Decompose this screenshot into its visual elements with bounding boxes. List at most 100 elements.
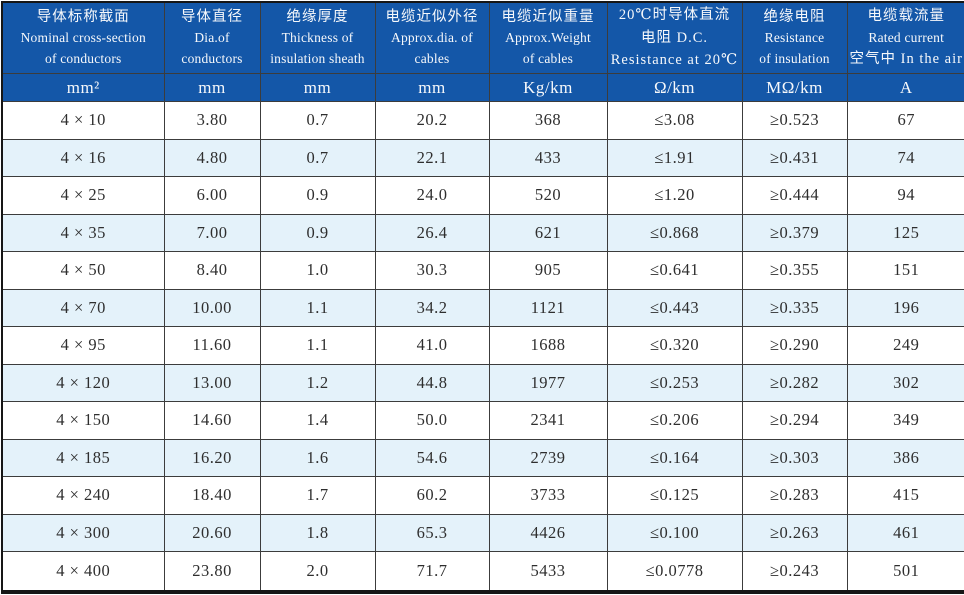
unit-row: mm² mm mm mm Kg/km Ω/km MΩ/km A	[1, 73, 964, 102]
cell-r11-c5: 3733	[488, 476, 608, 515]
cell-r4-c6: ≤0.868	[606, 213, 743, 253]
cell-r12-c6: ≤0.100	[606, 513, 743, 553]
cell-r10-c5: 2739	[488, 438, 608, 478]
cell-r8-c7: ≥0.282	[741, 363, 848, 403]
cell-r9-c2: 14.60	[163, 401, 261, 440]
cell-r1-c1: 4 × 10	[1, 101, 165, 140]
column-header-line: 空气中 In the air	[849, 51, 963, 68]
cell-r4-c3: 0.9	[259, 213, 376, 253]
cell-r7-c3: 1.1	[259, 326, 376, 365]
cell-r12-c3: 1.8	[259, 513, 376, 553]
cell-r10-c6: ≤0.164	[606, 438, 743, 478]
column-header-line: Resistance at 20℃	[610, 52, 739, 69]
table-body: 4 × 10 3.80 0.7 20.2 368 ≤3.08 ≥0.523 67 4 × 16 4…	[1, 101, 964, 593]
table-row: 4 × 240 18.40 1.7 60.2 3733 ≤0.125 ≥0.283 415	[1, 476, 964, 515]
cell-r7-c5: 1688	[488, 326, 608, 365]
cell-r10-c3: 1.6	[259, 438, 376, 478]
cell-r2-c2: 4.80	[163, 138, 261, 178]
column-header-line: Resistance	[764, 30, 825, 46]
cell-r13-c7: ≥0.243	[741, 551, 848, 593]
cell-r10-c8: 386	[846, 438, 964, 478]
cell-r8-c5: 1977	[488, 363, 608, 403]
column-header-line: 电缆近似外径	[385, 8, 479, 25]
column-header-line: of insulation	[759, 51, 830, 67]
table-row: 4 × 400 23.80 2.0 71.7 5433 ≤0.0778 ≥0.243 501	[1, 551, 964, 593]
cell-r11-c4: 60.2	[374, 476, 490, 515]
cell-r7-c7: ≥0.290	[741, 326, 848, 365]
cell-r6-c5: 1121	[488, 288, 608, 328]
cell-r12-c8: 461	[846, 513, 964, 553]
cell-r6-c6: ≤0.443	[606, 288, 743, 328]
cell-r5-c3: 1.0	[259, 251, 376, 290]
cell-r13-c1: 4 × 400	[1, 551, 165, 593]
cell-r2-c8: 74	[846, 138, 964, 178]
column-header-line: Thickness of	[281, 30, 354, 46]
cell-r1-c2: 3.80	[163, 101, 261, 140]
column-header-line: 导体直径	[181, 8, 243, 25]
column-header-line: Rated current	[868, 29, 945, 45]
table-row: 4 × 25 6.00 0.9 24.0 520 ≤1.20 ≥0.444 94	[1, 176, 964, 215]
cell-r7-c8: 249	[846, 326, 964, 365]
cell-r5-c1: 4 × 50	[1, 251, 165, 290]
column-header-2: 导体直径 Dia.of conductors	[163, 1, 261, 74]
cell-r6-c7: ≥0.335	[741, 288, 848, 328]
cell-r13-c4: 71.7	[374, 551, 490, 593]
cell-r9-c4: 50.0	[374, 401, 490, 440]
cell-r7-c1: 4 × 95	[1, 326, 165, 365]
cell-r11-c3: 1.7	[259, 476, 376, 515]
cell-r8-c2: 13.00	[163, 363, 261, 403]
table-row: 4 × 150 14.60 1.4 50.0 2341 ≤0.206 ≥0.294 349	[1, 401, 964, 440]
cell-r4-c2: 7.00	[163, 213, 261, 253]
column-unit-1: mm²	[1, 73, 165, 102]
column-header-4: 电缆近似外径 Approx.dia. of cables	[374, 1, 490, 74]
cell-r3-c2: 6.00	[163, 176, 261, 215]
column-header-line: 20℃时导体直流	[618, 7, 731, 24]
column-unit-2: mm	[163, 73, 261, 102]
cell-r13-c3: 2.0	[259, 551, 376, 593]
cell-r6-c1: 4 × 70	[1, 288, 165, 328]
cell-r3-c5: 520	[488, 176, 608, 215]
cell-r8-c8: 302	[846, 363, 964, 403]
cell-r5-c8: 151	[846, 251, 964, 290]
table-row: 4 × 95 11.60 1.1 41.0 1688 ≤0.320 ≥0.290 249	[1, 326, 964, 365]
cell-r11-c6: ≤0.125	[606, 476, 743, 515]
cell-r10-c7: ≥0.303	[741, 438, 848, 478]
cell-r1-c7: ≥0.523	[741, 101, 848, 140]
cell-r5-c2: 8.40	[163, 251, 261, 290]
cell-r10-c2: 16.20	[163, 438, 261, 478]
cell-r1-c6: ≤3.08	[606, 101, 743, 140]
cell-r2-c3: 0.7	[259, 138, 376, 178]
column-header-line: conductors	[181, 51, 243, 67]
column-header-line: 绝缘电阻	[763, 8, 826, 25]
cell-r3-c7: ≥0.444	[741, 176, 848, 215]
column-unit-3: mm	[259, 73, 376, 102]
cell-r13-c5: 5433	[488, 551, 608, 593]
cell-r10-c4: 54.6	[374, 438, 490, 478]
table-row: 4 × 120 13.00 1.2 44.8 1977 ≤0.253 ≥0.282 302	[1, 363, 964, 403]
column-header-3: 绝缘厚度 Thickness of insulation sheath	[259, 1, 376, 74]
cell-r6-c2: 10.00	[163, 288, 261, 328]
cell-r2-c4: 22.1	[374, 138, 490, 178]
column-header-line: 电阻 D.C.	[640, 29, 709, 46]
cell-r13-c6: ≤0.0778	[606, 551, 743, 593]
column-header-line: 电缆载流量	[867, 8, 945, 25]
cell-r1-c4: 20.2	[374, 101, 490, 140]
cell-r13-c2: 23.80	[163, 551, 261, 593]
cell-r2-c6: ≤1.91	[606, 138, 743, 178]
cell-r3-c1: 4 × 25	[1, 176, 165, 215]
cell-r9-c5: 2341	[488, 401, 608, 440]
cell-r3-c8: 94	[846, 176, 964, 215]
cell-r5-c6: ≤0.641	[606, 251, 743, 290]
column-header-6: 20℃时导体直流 电阻 D.C. Resistance at 20℃	[606, 1, 743, 74]
column-header-line: 电缆近似重量	[501, 8, 595, 25]
table-row: 4 × 70 10.00 1.1 34.2 1121 ≤0.443 ≥0.335 196	[1, 288, 964, 328]
cell-r7-c4: 41.0	[374, 326, 490, 365]
table-row: 4 × 185 16.20 1.6 54.6 2739 ≤0.164 ≥0.303 386	[1, 438, 964, 478]
cell-r8-c1: 4 × 120	[1, 363, 165, 403]
cell-r13-c8: 501	[846, 551, 964, 593]
cell-r8-c3: 1.2	[259, 363, 376, 403]
cell-r6-c8: 196	[846, 288, 964, 328]
column-header-line: cables	[414, 51, 450, 67]
table-row: 4 × 10 3.80 0.7 20.2 368 ≤3.08 ≥0.523 67	[1, 101, 964, 140]
